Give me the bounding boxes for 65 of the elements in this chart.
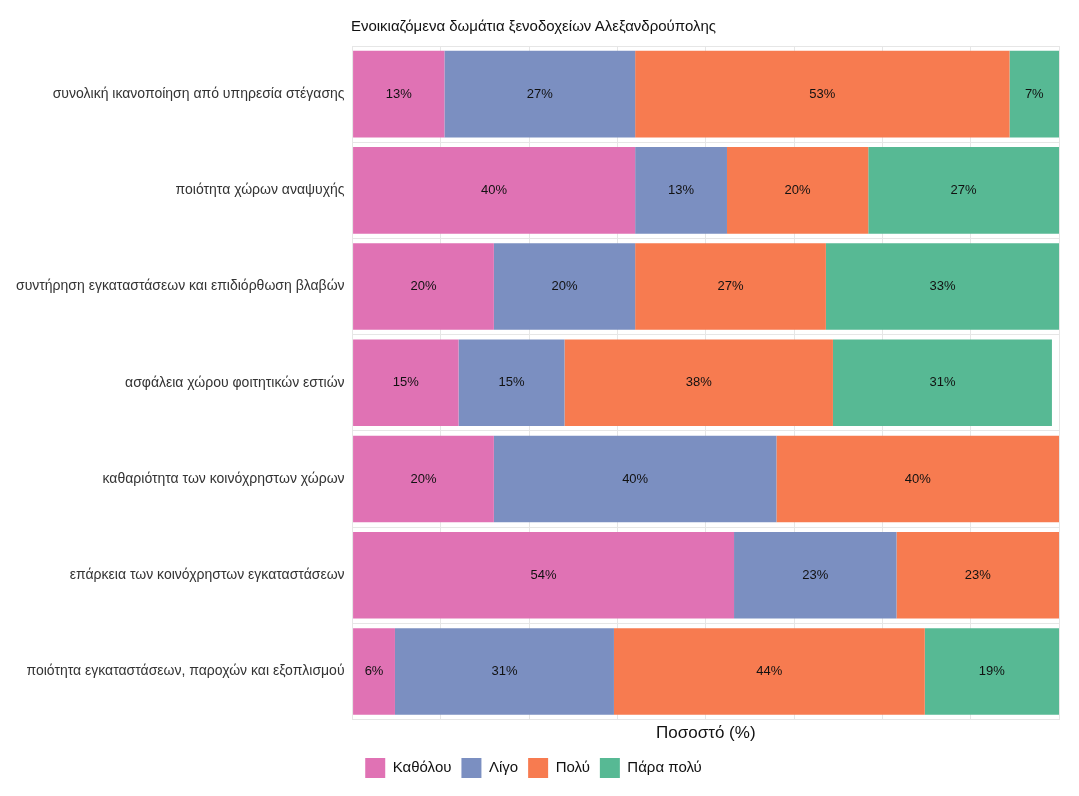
legend-label: Λίγο [488, 758, 519, 776]
bar [825, 243, 1059, 330]
legend-label: Πάρα πολύ [627, 758, 702, 776]
bar [734, 531, 897, 619]
y-tick-label: συνολική ικανοποίηση από υπηρεσία στέγασης [52, 84, 345, 101]
data-label: 27% [526, 85, 554, 101]
bar [353, 339, 459, 427]
bar [394, 628, 614, 715]
data-label: 40% [481, 181, 508, 197]
data-label: 23% [802, 566, 829, 582]
data-label: 44% [756, 663, 783, 679]
data-label: 40% [904, 470, 932, 486]
data-label: 27% [717, 278, 744, 294]
data-label: 19% [978, 663, 1006, 679]
data-label: 7% [1024, 85, 1045, 101]
bar [353, 50, 445, 138]
data-label: 20% [410, 278, 437, 294]
data-label: 13% [385, 85, 413, 101]
data-label: 31% [929, 374, 956, 390]
legend-label: Καθόλου [392, 758, 452, 776]
data-label: 53% [809, 85, 836, 101]
chart-title: Ενοικιαζόμενα δωμάτια ξενοδοχείων Αλεξανδρούπολης [350, 17, 717, 35]
bar [613, 628, 925, 715]
bar [776, 435, 1059, 523]
data-label: 15% [498, 374, 525, 390]
data-label: 20% [784, 181, 812, 197]
bar [353, 531, 735, 619]
data-label: 33% [929, 278, 956, 294]
data-label: 13% [668, 181, 695, 197]
data-label: 40% [622, 470, 649, 486]
bar [444, 50, 636, 138]
data-label: 20% [410, 470, 437, 486]
y-tick-label: ασφάλεια χώρου φοιτητικών εστιών [125, 373, 345, 390]
y-tick-label: συντήρηση εγκαταστάσεων και επιδιόρθωση βλαβών [16, 277, 345, 294]
data-label: 54% [530, 566, 557, 582]
y-tick-label: ποιότητα εγκαταστάσεων, παροχών και εξοπλισμού [26, 662, 345, 679]
data-label: 27% [950, 181, 978, 197]
x-axis-title: Ποσοστό (%) [656, 723, 756, 743]
bar [353, 628, 395, 715]
y-tick-label: επάρκεια των κοινόχρηστων εγκαταστάσεων [69, 566, 345, 583]
data-label: 15% [392, 374, 420, 390]
data-label: 20% [551, 278, 578, 294]
bar [493, 243, 636, 330]
bar [1009, 50, 1059, 138]
data-label: 23% [964, 566, 992, 582]
bar [832, 339, 1052, 427]
bar [564, 339, 833, 427]
bar [458, 339, 565, 427]
y-tick-label: καθαριότητα των κοινόχρηστων χώρων [102, 469, 345, 486]
bar [635, 50, 1010, 138]
bar [924, 628, 1059, 715]
data-label: 31% [491, 663, 518, 679]
bar [353, 243, 494, 330]
bar [353, 147, 636, 234]
bar [868, 147, 1059, 234]
bar [635, 147, 727, 234]
y-tick-label: ποιότητα χώρων αναψυχής [175, 181, 345, 198]
bar [493, 435, 777, 523]
data-label: 38% [685, 374, 713, 390]
bar [353, 435, 494, 523]
legend-label: Πολύ [555, 758, 590, 776]
bar [726, 147, 869, 234]
bar [635, 243, 826, 330]
bar [896, 531, 1059, 619]
data-label: 6% [364, 663, 384, 679]
